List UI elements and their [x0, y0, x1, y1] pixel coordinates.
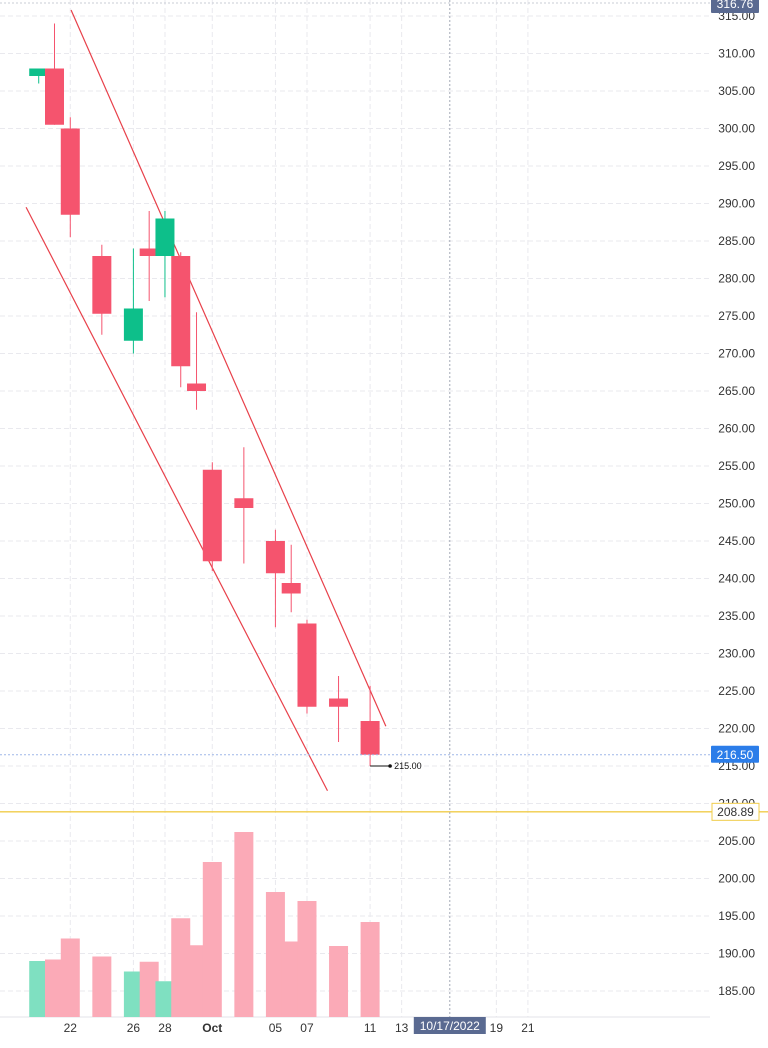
price-axis[interactable]: 185.00190.00195.00200.00205.00210.00215.…	[718, 9, 755, 998]
candle-body	[139, 248, 159, 256]
candle-body	[265, 541, 285, 574]
price-badge-label: 216.50	[717, 748, 754, 762]
candle-body	[360, 721, 380, 755]
y-tick-label: 250.00	[718, 497, 755, 511]
y-tick-label: 260.00	[718, 422, 755, 436]
y-tick-label: 195.00	[718, 909, 755, 923]
level-badge	[711, 802, 760, 821]
y-tick-label: 255.00	[718, 459, 755, 473]
candle-body	[187, 383, 207, 391]
y-tick-label: 200.00	[718, 872, 755, 886]
y-tick-label: 290.00	[718, 197, 755, 211]
volume-bar	[234, 832, 254, 1017]
y-tick-label: 305.00	[718, 84, 755, 98]
price-badge	[711, 745, 759, 763]
y-tick-label: 265.00	[718, 384, 755, 398]
y-tick-label: 245.00	[718, 534, 755, 548]
time-axis[interactable]: 22 26 28 Oct 05 07 11 13 19 21 10/17/2022	[64, 1017, 535, 1035]
x-tick-label: 21	[521, 1021, 535, 1035]
x-tick-label: 26	[127, 1021, 141, 1035]
trendline[interactable]	[70, 9, 387, 727]
y-tick-label: 295.00	[718, 159, 755, 173]
crosshair-date-label: 10/17/2022	[420, 1019, 480, 1033]
volume-bar	[92, 956, 112, 1017]
crosshair-date-badge	[413, 1017, 486, 1034]
chart-grid	[0, 0, 712, 1018]
volume-bar	[155, 981, 175, 1017]
candle-body	[297, 623, 317, 707]
y-tick-label: 275.00	[718, 309, 755, 323]
y-tick-label: 235.00	[718, 609, 755, 623]
y-tick-label: 185.00	[718, 984, 755, 998]
y-tick-label: 205.00	[718, 834, 755, 848]
level-badge-label: 208.89	[717, 805, 754, 819]
candle-body	[202, 469, 222, 562]
price-annotation: 215.00	[370, 761, 422, 771]
volume-bars	[29, 832, 380, 1017]
volume-bar	[265, 892, 285, 1017]
price-badges: 316.76 216.50 208.89	[711, 0, 760, 821]
price-badge-label: 316.76	[717, 0, 754, 11]
candle-body	[234, 498, 254, 508]
candle-body	[123, 308, 143, 341]
x-tick-label: 11	[364, 1021, 377, 1035]
volume-bar	[171, 918, 191, 1017]
candle-body	[92, 256, 112, 314]
trendline[interactable]	[25, 206, 329, 792]
candle-body	[281, 583, 301, 594]
candle-body	[171, 256, 191, 367]
x-tick-label: Oct	[202, 1021, 222, 1035]
volume-bar	[329, 946, 349, 1017]
volume-bar	[45, 959, 64, 1017]
volume-bar	[202, 862, 222, 1017]
volume-bar	[360, 922, 380, 1017]
candle-body	[329, 698, 349, 707]
y-tick-label: 300.00	[718, 122, 755, 136]
candle-body	[29, 68, 49, 76]
y-tick-label: 225.00	[718, 684, 755, 698]
volume-bar	[123, 971, 143, 1017]
y-tick-label: 230.00	[718, 647, 755, 661]
annotation-label: 215.00	[394, 761, 422, 771]
price-badge	[711, 0, 759, 13]
volume-bar	[281, 941, 301, 1017]
volume-bar	[187, 945, 207, 1017]
y-tick-label: 240.00	[718, 572, 755, 586]
volume-bar	[60, 938, 80, 1017]
annotation-dot	[388, 764, 392, 768]
candle-body	[45, 68, 64, 125]
level-lines	[0, 754, 768, 813]
candle-body	[155, 218, 175, 256]
x-tick-label: 28	[158, 1021, 172, 1035]
x-tick-label: 13	[395, 1021, 409, 1035]
y-tick-label: 190.00	[718, 947, 755, 961]
x-tick-label: 07	[300, 1021, 314, 1035]
x-tick-label: 19	[490, 1021, 504, 1035]
volume-bar	[29, 961, 49, 1017]
y-tick-label: 220.00	[718, 722, 755, 736]
y-tick-label: 285.00	[718, 234, 755, 248]
y-tick-label: 280.00	[718, 272, 755, 286]
trendlines[interactable]	[25, 9, 387, 792]
candles	[29, 23, 380, 766]
x-tick-label: 22	[64, 1021, 78, 1035]
y-tick-label: 270.00	[718, 347, 755, 361]
volume-bar	[297, 901, 317, 1017]
y-tick-label: 310.00	[718, 47, 755, 61]
candle-body	[60, 128, 80, 215]
volume-bar	[139, 961, 159, 1017]
x-tick-label: 05	[269, 1021, 283, 1035]
